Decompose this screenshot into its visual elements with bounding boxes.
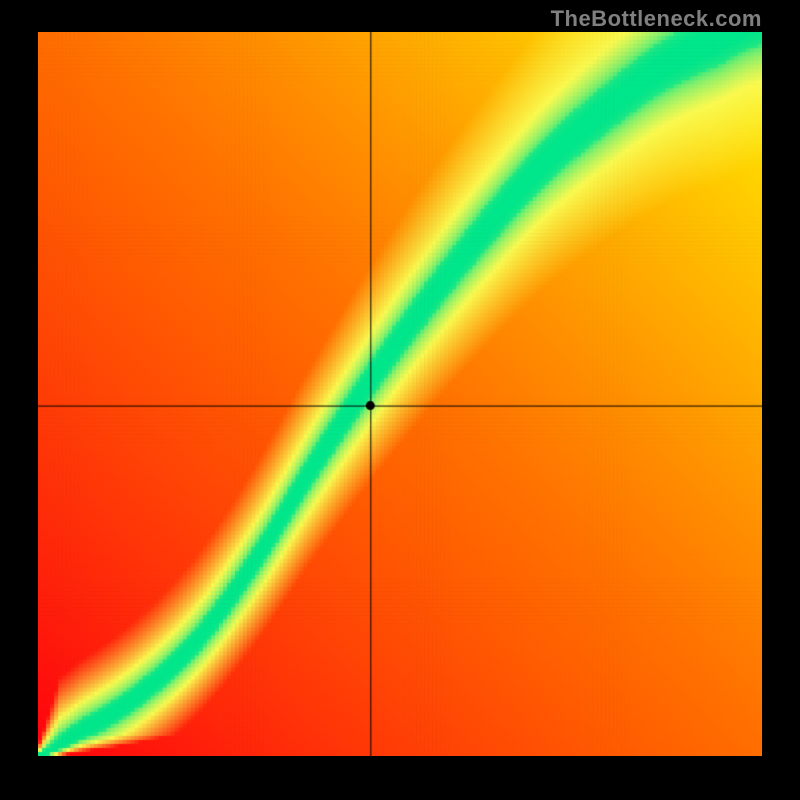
plot-area xyxy=(38,32,762,756)
watermark-text: TheBottleneck.com xyxy=(551,6,762,32)
outer-frame: TheBottleneck.com xyxy=(0,0,800,800)
heatmap-canvas xyxy=(38,32,762,756)
